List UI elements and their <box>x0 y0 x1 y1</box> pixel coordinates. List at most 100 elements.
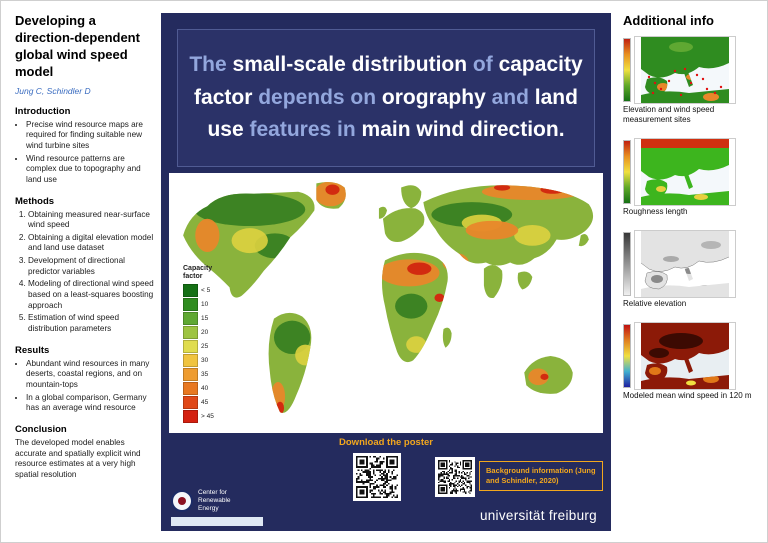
legend-row: 10 <box>183 298 235 311</box>
headline-segment: capacity factor <box>194 53 583 109</box>
mini-map <box>623 36 757 104</box>
legend-row: > 45 <box>183 410 235 423</box>
legend-row: 40 <box>183 382 235 395</box>
list-item: In a global comparison, Germany has an a… <box>26 393 155 414</box>
world-map-image <box>169 173 603 433</box>
list-item: Precise wind resource maps are required … <box>26 120 155 152</box>
map-caption: Roughness length <box>623 207 688 216</box>
legend-label: < 5 <box>201 286 211 294</box>
legend-row: 25 <box>183 340 235 353</box>
methods-list: Obtaining measured near-surface wind spe… <box>15 210 155 335</box>
seal-center-icon <box>178 496 186 505</box>
legend-swatch <box>183 354 198 367</box>
conclusion-text: The developed model enables accurate and… <box>15 438 141 479</box>
colorbar <box>623 38 631 102</box>
map-caption: Elevation and wind speed measurement sit… <box>623 105 715 124</box>
legend-swatch <box>183 284 198 297</box>
legend-swatch <box>183 396 198 409</box>
download-poster-label: Download the poster <box>339 437 433 448</box>
legend-row: 35 <box>183 368 235 381</box>
headline-segment: main wind direction. <box>361 118 565 142</box>
list-item: Abundant wind resources in many deserts,… <box>26 359 155 391</box>
list-item: Obtaining measured near-surface wind spe… <box>28 210 155 231</box>
map-caption: Modeled mean wind speed in 120 m <box>623 391 752 400</box>
list-item: Wind resource patterns are complex due t… <box>26 154 155 186</box>
headline-segment: land use <box>207 85 578 142</box>
legend-label: 20 <box>201 328 209 336</box>
legend-label: 15 <box>201 314 209 322</box>
list-item: Obtaining a digital elevation model and … <box>28 233 155 254</box>
headline-box: The small-scale distribution of capacity… <box>177 29 595 167</box>
wind-speed-map-image <box>634 322 736 390</box>
additional-map-wind-speed: Modeled mean wind speed in 120 m <box>623 322 757 401</box>
section-heading-conclusion: Conclusion <box>15 424 67 435</box>
list-item: Modeling of directional wind speed based… <box>28 279 155 311</box>
download-qr-code <box>353 453 401 501</box>
mini-map <box>623 230 757 298</box>
left-sidebar: Developing a direction-dependent global … <box>15 13 155 481</box>
legend-row: 30 <box>183 354 235 367</box>
legend-swatch <box>183 312 198 325</box>
organization-logo: Center for Renewable Energy <box>171 489 250 512</box>
colorbar <box>623 324 631 388</box>
legend-label: 35 <box>201 370 209 378</box>
background-info-box: Background information (Jung and Schindl… <box>479 461 603 491</box>
relative-elevation-map-image <box>634 230 736 298</box>
legend-label: > 45 <box>201 412 214 420</box>
headline-segment: features in <box>249 118 362 142</box>
authors: Jung C, Schindler D <box>15 85 91 96</box>
legend-swatch <box>183 326 198 339</box>
headline-segment: and <box>491 85 535 109</box>
headline-segment: small-scale distribution <box>232 53 473 77</box>
map-caption: Relative elevation <box>623 299 687 308</box>
right-sidebar: Additional info <box>623 13 757 414</box>
qr-code-image <box>356 456 398 498</box>
introduction-list: Precise wind resource maps are required … <box>15 120 155 186</box>
legend-label: 30 <box>201 356 209 364</box>
headline-segment: of <box>472 53 499 77</box>
headline-segment: The <box>189 53 233 77</box>
legend-swatch <box>183 382 198 395</box>
poster-title: Developing a direction-dependent global … <box>15 13 140 79</box>
legend-swatch <box>183 340 198 353</box>
legend-title: Capacity factor <box>183 265 213 281</box>
section-heading-methods: Methods <box>15 195 55 207</box>
qr-code-image <box>438 460 472 494</box>
legend-row: 15 <box>183 312 235 325</box>
roughness-map-image <box>634 138 736 206</box>
legend-label: 25 <box>201 342 209 350</box>
additional-map-relative-elevation: Relative elevation <box>623 230 757 309</box>
headline-segment: orography <box>381 85 492 109</box>
section-heading-introduction: Introduction <box>15 105 71 117</box>
poster-panel: The small-scale distribution of capacity… <box>161 13 611 531</box>
mini-map <box>623 322 757 390</box>
list-item: Estimation of wind speed distribution pa… <box>28 313 155 334</box>
legend-row: 45 <box>183 396 235 409</box>
additional-map-roughness: Roughness length <box>623 138 757 217</box>
legend-swatch <box>183 410 198 423</box>
list-item: Development of directional predictor var… <box>28 256 155 277</box>
legend-label: 45 <box>201 398 209 406</box>
results-list: Abundant wind resources in many deserts,… <box>15 359 155 414</box>
additional-map-elevation: Elevation and wind speed measurement sit… <box>623 36 757 125</box>
legend-swatch <box>183 298 198 311</box>
seal-icon <box>171 489 193 512</box>
headline-text: The small-scale distribution of capacity… <box>188 49 584 147</box>
colorbar <box>623 232 631 296</box>
university-wordmark: universität freiburg <box>479 508 597 523</box>
world-map-panel: Capacity factor < 5 10 15 20 25 30 35 40… <box>169 173 603 433</box>
legend-swatch <box>183 368 198 381</box>
section-heading-results: Results <box>15 344 50 356</box>
elevation-map-image <box>634 36 736 104</box>
colorbar <box>623 140 631 204</box>
mini-map <box>623 138 757 206</box>
legend-row: < 5 <box>183 284 235 297</box>
capacity-factor-legend: Capacity factor < 5 10 15 20 25 30 35 40… <box>183 265 235 424</box>
additional-info-heading: Additional info <box>623 13 714 28</box>
legend-label: 10 <box>201 300 209 308</box>
legend-row: 20 <box>183 326 235 339</box>
background-info-qr-code <box>435 457 475 497</box>
university-logo-strip <box>171 517 263 526</box>
headline-segment: depends on <box>258 85 382 109</box>
